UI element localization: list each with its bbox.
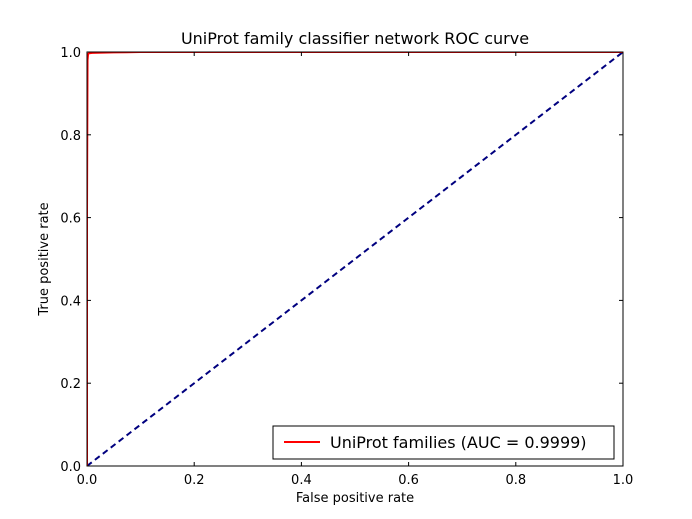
x-tick-label: 0.6	[398, 473, 419, 488]
x-tick-label: 0.4	[291, 473, 312, 488]
chart-title: UniProt family classifier network ROC cu…	[181, 29, 529, 48]
y-tick-label: 0.8	[60, 129, 81, 144]
y-tick-label: 0.0	[60, 460, 81, 475]
y-tick-label: 0.6	[60, 212, 81, 227]
y-axis-label: True positive rate	[37, 202, 52, 316]
legend-box	[272, 425, 615, 460]
y-tick-label: 1.0	[60, 46, 81, 61]
x-tick-label: 1.0	[613, 473, 634, 488]
plot-frame	[86, 51, 624, 467]
chance-diagonal-line	[87, 52, 623, 466]
x-tick-label: 0.2	[184, 473, 205, 488]
x-tick-label: 0.0	[77, 473, 98, 488]
legend: UniProt families (AUC = 0.9999)	[272, 425, 615, 460]
x-axis-label: False positive rate	[296, 491, 414, 506]
y-tick-label: 0.4	[60, 294, 81, 309]
y-tick-label: 0.2	[60, 377, 81, 392]
legend-label-uniprot-families: UniProt families (AUC = 0.9999)	[330, 433, 587, 452]
ticks-layer: 0.0 0.2 0.4 0.6 0.8 1.0 0.0 0.2 0.4 0.6 0.8 1.0	[60, 46, 633, 488]
x-tick-label: 0.8	[505, 473, 526, 488]
